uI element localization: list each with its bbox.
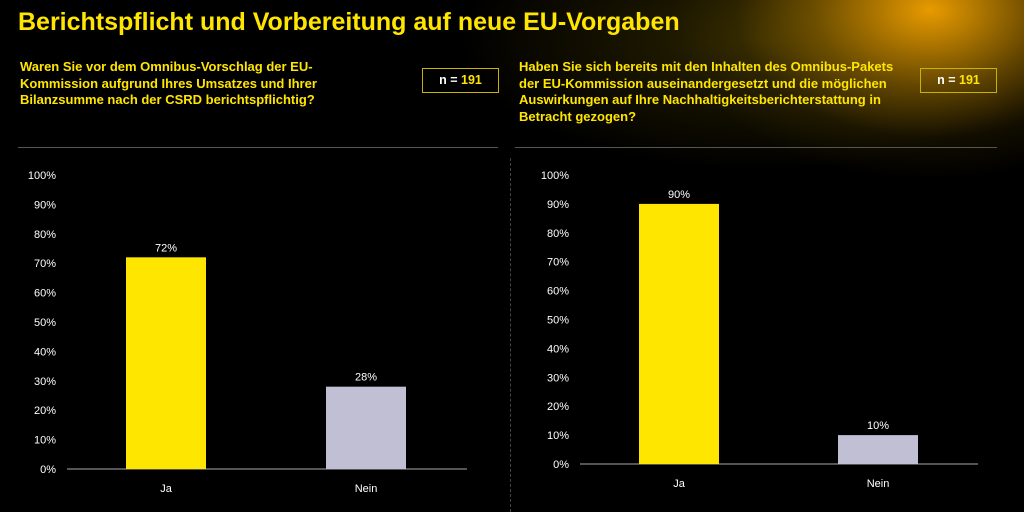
y-tick-label: 90% (34, 199, 56, 211)
y-tick-label: 90% (547, 199, 569, 211)
y-tick-label: 40% (547, 343, 569, 355)
n-value: 191 (461, 73, 482, 87)
x-tick-label: Nein (867, 478, 890, 490)
y-tick-label: 60% (547, 286, 569, 298)
data-label: 90% (668, 189, 690, 201)
page-title: Berichtspflicht und Vorbereitung auf neu… (18, 8, 680, 36)
y-tick-label: 60% (34, 288, 56, 300)
y-tick-label: 50% (547, 315, 569, 327)
y-tick-label: 40% (34, 346, 56, 358)
bar-ja (126, 257, 206, 469)
y-tick-label: 50% (34, 317, 56, 329)
divider-2 (515, 147, 997, 148)
y-tick-label: 100% (541, 170, 569, 182)
y-tick-label: 0% (553, 459, 569, 471)
bar-ja (639, 203, 719, 464)
y-tick-label: 30% (34, 376, 56, 388)
divider-1 (18, 147, 498, 148)
y-tick-label: 30% (547, 372, 569, 384)
data-label: 10% (867, 420, 889, 432)
x-tick-label: Nein (355, 483, 378, 495)
n-value: 191 (959, 73, 980, 87)
bar-nein (838, 435, 918, 464)
sample-size-badge-2: n = 191 (920, 68, 997, 93)
y-tick-label: 20% (547, 401, 569, 413)
x-tick-label: Ja (673, 478, 686, 490)
sample-size-badge-1: n = 191 (422, 68, 499, 93)
y-tick-label: 70% (547, 257, 569, 269)
data-label: 28% (355, 372, 377, 384)
n-prefix: n = (439, 73, 462, 87)
y-tick-label: 100% (28, 170, 56, 182)
bar-nein (326, 386, 406, 469)
y-tick-label: 10% (547, 430, 569, 442)
y-tick-label: 80% (34, 229, 56, 241)
question-2: Haben Sie sich bereits mit den Inhalten … (519, 59, 894, 124)
question-1: Waren Sie vor dem Omnibus-Vorschlag der … (20, 59, 317, 107)
chart-separator (510, 158, 511, 512)
n-prefix: n = (937, 73, 960, 87)
y-tick-label: 10% (34, 435, 56, 447)
data-label: 72% (155, 242, 177, 254)
y-tick-label: 0% (40, 464, 56, 476)
y-tick-label: 20% (34, 405, 56, 417)
y-tick-label: 80% (547, 228, 569, 240)
y-tick-label: 70% (34, 258, 56, 270)
x-tick-label: Ja (160, 483, 173, 495)
